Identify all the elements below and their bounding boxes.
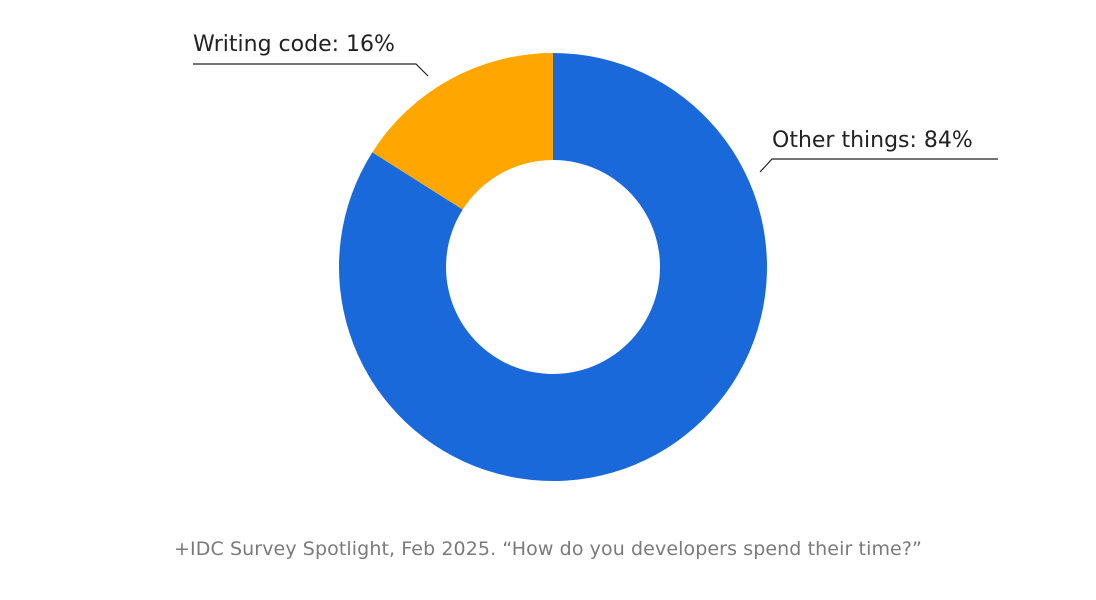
source-footnote: +IDC Survey Spotlight, Feb 2025. “How do… [174, 538, 922, 560]
slice-writing-code [372, 53, 553, 210]
slice-other-things [339, 53, 767, 481]
leader-line-other-things [759, 158, 998, 173]
leader-line-writing-code [193, 63, 429, 77]
data-label-writing-code: Writing code: 16% [193, 32, 395, 57]
data-label-other-things: Other things: 84% [772, 128, 973, 153]
donut-slices [339, 53, 767, 481]
